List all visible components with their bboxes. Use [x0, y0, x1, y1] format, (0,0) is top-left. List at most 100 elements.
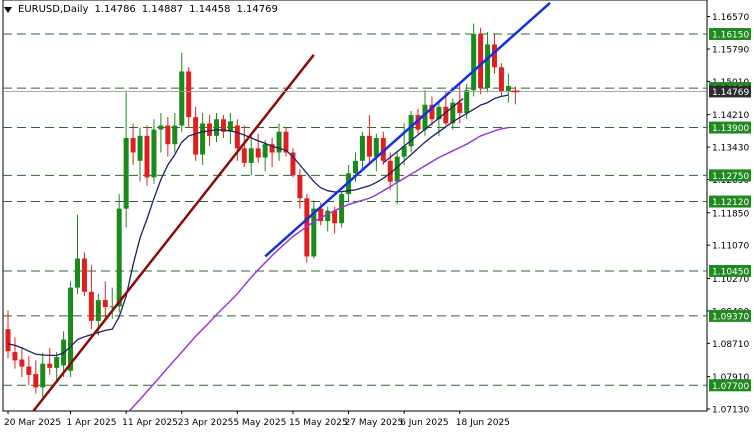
level-price-box — [709, 28, 751, 41]
trend-navy-channel-line[interactable] — [382, 97, 464, 164]
candle-body — [471, 34, 477, 91]
x-tick-label: 27 May 2025 — [345, 418, 404, 428]
candle-body — [144, 135, 150, 178]
trend-blue-support-line[interactable] — [264, 1, 551, 258]
candle-body — [116, 208, 122, 307]
candle-body — [443, 106, 449, 124]
x-tick-label: 15 May 2025 — [289, 418, 348, 428]
candle-body — [75, 258, 80, 288]
level-price-label: 1.07700 — [712, 382, 749, 392]
y-tick-label: 1.07910 — [712, 373, 749, 383]
candle-body — [297, 175, 303, 199]
chart-title: EURUSD,Daily 1.14786 1.14887 1.14458 1.1… — [4, 4, 278, 15]
ma-fast-line — [7, 94, 509, 357]
level-price-box — [709, 264, 751, 277]
candle-body — [88, 291, 94, 321]
ma-slow-line — [128, 126, 509, 411]
candle-body — [318, 208, 324, 222]
candle-body — [47, 363, 53, 368]
candle-body — [130, 137, 136, 153]
candle-body — [158, 125, 164, 130]
x-tick-label: 1 Apr 2025 — [67, 418, 117, 428]
y-tick-label: 1.07130 — [712, 406, 749, 416]
candle-body — [373, 137, 379, 157]
level-price-label: 1.16150 — [712, 31, 749, 41]
candle-body — [478, 34, 484, 89]
candle-body — [220, 119, 226, 132]
trend-red-line[interactable] — [31, 54, 315, 413]
candle-body — [408, 115, 414, 147]
candle-body — [109, 306, 115, 308]
candle-body — [227, 121, 233, 132]
candle-body — [359, 135, 365, 161]
candle-body — [40, 363, 46, 388]
candle-body — [339, 194, 345, 224]
y-tick-label: 1.13430 — [712, 144, 749, 154]
candle-body — [325, 210, 331, 222]
candle-body — [387, 160, 393, 182]
y-tick-label: 1.16570 — [712, 13, 749, 23]
candle-body — [81, 258, 87, 292]
candle-body — [505, 85, 511, 91]
level-price-box — [709, 379, 751, 392]
ohlc-open: 1.14786 — [94, 4, 136, 15]
candle-body — [12, 352, 18, 361]
y-tick-label: 1.14210 — [712, 111, 749, 121]
candle-body — [332, 210, 338, 224]
candle-body — [450, 102, 456, 124]
candle-body — [19, 359, 25, 367]
y-tick-label: 1.10270 — [712, 275, 749, 285]
candle-body — [68, 287, 74, 371]
candle-body — [255, 148, 261, 158]
y-tick-label: 1.11850 — [712, 209, 749, 219]
y-tick-label: 1.11070 — [712, 242, 749, 252]
candle-body — [5, 329, 11, 352]
candle-body — [457, 102, 463, 114]
x-tick-label: 20 Mar 2025 — [4, 418, 61, 428]
candle-body — [234, 125, 240, 149]
candle-body — [422, 104, 428, 130]
candle-body — [165, 125, 171, 145]
level-price-box — [709, 121, 751, 134]
level-price-label: 1.12750 — [712, 172, 749, 182]
level-price-box — [709, 169, 751, 182]
current-price-box — [709, 85, 751, 98]
candle-body — [436, 106, 442, 120]
candle-body — [33, 374, 39, 388]
candle-body — [366, 135, 372, 157]
y-tick-label: 1.15790 — [712, 45, 749, 55]
candle-body — [179, 71, 185, 126]
ohlc-low: 1.14458 — [189, 4, 231, 15]
current-price-label: 1.14769 — [712, 88, 749, 98]
x-tick-label: 11 Apr 2025 — [122, 418, 178, 428]
candle-body — [207, 123, 213, 136]
ohlc-high: 1.14887 — [141, 4, 184, 15]
candle-body — [415, 115, 421, 130]
level-price-box — [709, 309, 751, 322]
candle-body — [95, 300, 101, 321]
candle-body — [193, 117, 199, 155]
candle-body — [54, 357, 60, 368]
candle-body — [464, 90, 470, 114]
candle-body — [172, 125, 178, 145]
candle-body — [283, 131, 289, 153]
collapse-arrow-icon[interactable] — [4, 6, 12, 13]
x-tick-label: 6 Jun 2025 — [400, 418, 448, 428]
candle-body — [353, 160, 358, 174]
candle-body — [151, 129, 157, 178]
candle-body — [311, 208, 317, 257]
level-price-label: 1.09370 — [712, 312, 749, 322]
plot-frame — [2, 0, 708, 412]
candle-body — [123, 137, 129, 209]
candle-body — [102, 300, 108, 308]
candle-body — [401, 146, 407, 157]
candle-body — [26, 366, 32, 375]
candle-body — [262, 144, 268, 158]
candle-body — [485, 44, 491, 89]
candle-body — [429, 104, 435, 120]
x-tick-label: 5 May 2025 — [233, 418, 286, 428]
symbol-label: EURUSD,Daily — [18, 4, 89, 15]
level-price-box — [709, 195, 751, 208]
candle-body — [276, 131, 282, 153]
